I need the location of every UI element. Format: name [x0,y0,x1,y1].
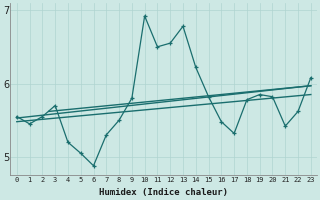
X-axis label: Humidex (Indice chaleur): Humidex (Indice chaleur) [99,188,228,197]
